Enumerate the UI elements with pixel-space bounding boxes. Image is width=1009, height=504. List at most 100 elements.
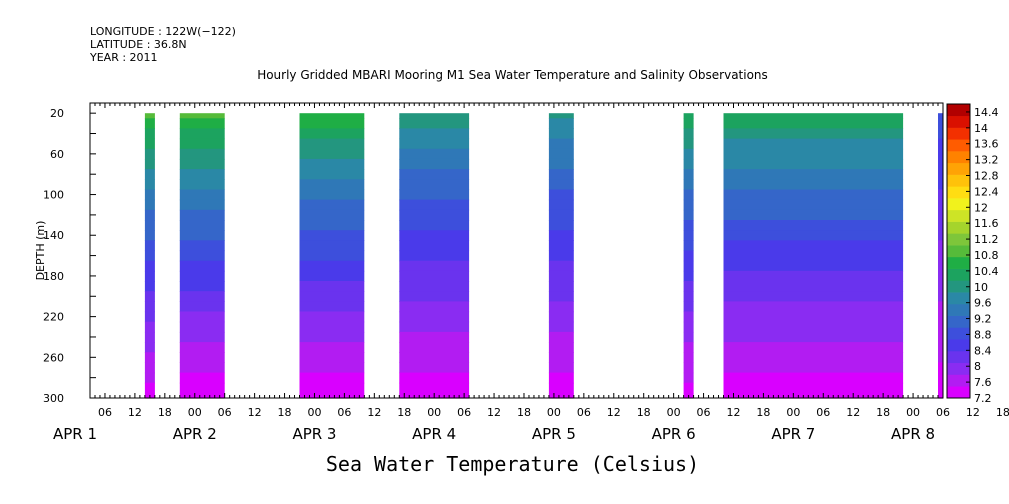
heatmap-cell	[299, 321, 365, 333]
heatmap-cell	[179, 372, 225, 384]
heatmap-cell	[299, 230, 365, 241]
x-tick-label: 06	[98, 406, 112, 419]
heatmap-cell	[683, 260, 694, 272]
x-tick-label: 18	[876, 406, 890, 419]
heatmap-cell	[548, 189, 574, 201]
colorbar-tick-label: 10.4	[974, 265, 999, 278]
heatmap-cell	[179, 230, 225, 241]
y-tick-label: 300	[43, 392, 64, 405]
colorbar-cell	[947, 127, 970, 140]
heatmap-cell	[399, 158, 470, 170]
colorbar-cell	[947, 268, 970, 281]
colorbar-cell	[947, 339, 970, 352]
y-tick-label: 220	[43, 311, 64, 324]
y-tick-label: 20	[50, 107, 64, 120]
heatmap-cell	[399, 240, 470, 252]
heatmap-cell	[938, 331, 943, 343]
heatmap-cell	[548, 158, 574, 170]
heatmap-cell	[683, 382, 694, 394]
heatmap-cell	[179, 260, 225, 272]
x-tick-label: 18	[397, 406, 411, 419]
heatmap-cell	[548, 230, 574, 241]
heatmap-cell	[179, 311, 225, 323]
heatmap-cell	[548, 362, 574, 374]
heatmap-cell	[548, 179, 574, 191]
heatmap-cell	[723, 342, 904, 353]
heatmap-cell	[683, 189, 694, 201]
x-tick-label: 18	[517, 406, 531, 419]
heatmap-cell	[548, 270, 574, 282]
heatmap-cell	[399, 311, 470, 323]
heatmap-cell	[683, 331, 694, 343]
colorbar-cell	[947, 256, 970, 269]
colorbar-tick-label: 9.6	[974, 297, 992, 310]
heatmap-cell	[548, 281, 574, 292]
colorbar-cell	[947, 162, 970, 175]
colorbar-tick-label: 11.6	[974, 217, 999, 230]
heatmap-cell	[723, 179, 904, 191]
heatmap-cell	[938, 352, 943, 363]
heatmap-cell	[548, 128, 574, 140]
heatmap-cell	[179, 113, 225, 119]
colorbar-tick-label: 9.2	[974, 313, 992, 326]
heatmap-cell	[683, 169, 694, 180]
heatmap-cell	[723, 311, 904, 323]
colorbar-cell	[947, 315, 970, 328]
heatmap-cell	[548, 321, 574, 333]
colorbar-cell	[947, 151, 970, 164]
heatmap-cell	[683, 270, 694, 282]
heatmap-cell	[179, 301, 225, 313]
x-date-label: APR 1	[53, 425, 97, 443]
heatmap-cell	[938, 281, 943, 292]
colorbar-tick-label: 10	[974, 281, 988, 294]
x-tick-label: 06	[577, 406, 591, 419]
heatmap-cell	[548, 301, 574, 313]
heatmap-cell	[723, 209, 904, 221]
heatmap-cell	[723, 250, 904, 262]
heatmap-cell	[938, 240, 943, 252]
heatmap-cell	[399, 352, 470, 363]
heatmap-cell	[399, 291, 470, 302]
x-tick-label: 12	[487, 406, 501, 419]
x-tick-label: 06	[218, 406, 232, 419]
heatmap-cell	[144, 270, 155, 282]
heatmap-cell	[144, 148, 155, 160]
heatmap-cell	[299, 342, 365, 353]
heatmap-cell	[144, 138, 155, 150]
heatmap-cell	[179, 250, 225, 262]
heatmap-cell	[938, 189, 943, 201]
heatmap-cell	[723, 270, 904, 282]
heatmap-cell	[683, 148, 694, 160]
colorbar-cell	[947, 350, 970, 364]
colorbar-tick-label: 10.8	[974, 249, 999, 262]
y-tick-label: 260	[43, 351, 64, 364]
heatmap-cell	[299, 372, 365, 384]
heatmap-cell	[548, 342, 574, 353]
heatmap-cell	[399, 148, 470, 160]
colorbar-tick-label: 12.4	[974, 185, 999, 198]
heatmap-cell	[548, 240, 574, 252]
heatmap-cell	[399, 321, 470, 333]
heatmap-cell	[299, 118, 365, 130]
heatmap-cell	[299, 352, 365, 363]
x-tick-label: 00	[667, 406, 681, 419]
heatmap-cell	[144, 209, 155, 221]
heatmap-cell	[399, 230, 470, 241]
heatmap-cell	[144, 372, 155, 384]
heatmap-cell	[938, 158, 943, 170]
heatmap-cell	[683, 250, 694, 262]
heatmap-cell	[144, 128, 155, 140]
heatmap-cell	[179, 189, 225, 201]
plot-frame	[89, 102, 944, 399]
heatmap-cell	[399, 189, 470, 201]
heatmap-cell	[683, 118, 694, 130]
heatmap-cell	[299, 260, 365, 272]
variable-title: Sea Water Temperature (Celsius)	[325, 452, 700, 476]
heatmap-cell	[938, 220, 943, 231]
colorbar-tick-label: 7.2	[974, 392, 992, 405]
heatmap-cell	[399, 113, 470, 119]
colorbar-cell	[947, 292, 970, 305]
heatmap-cell	[548, 250, 574, 262]
heatmap-cell	[938, 291, 943, 302]
colorbar-tick-label: 11.2	[974, 233, 999, 246]
